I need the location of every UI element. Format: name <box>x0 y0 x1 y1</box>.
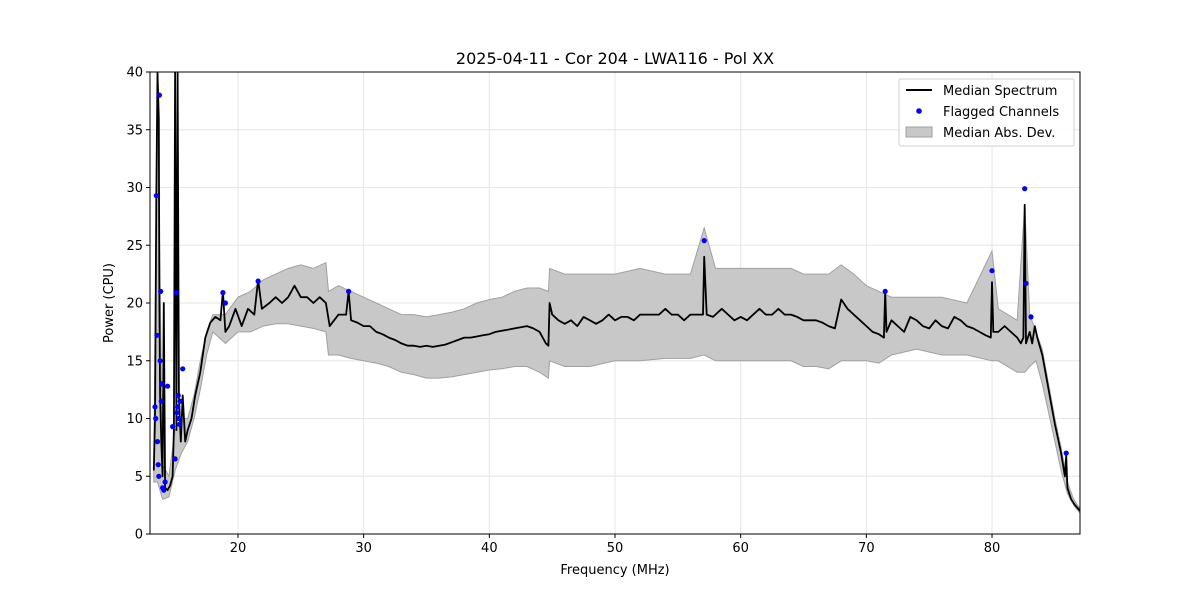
x-tick-label: 50 <box>607 541 624 556</box>
median-line <box>152 72 1080 512</box>
flagged-point <box>174 410 180 416</box>
legend-box <box>898 78 1075 147</box>
flagged-point <box>1028 314 1034 320</box>
flagged-point <box>346 288 352 294</box>
y-tick-label: 20 <box>126 297 143 312</box>
median-spectrum-line <box>152 72 1080 512</box>
flagged-point <box>882 288 888 294</box>
flagged-point <box>156 473 162 479</box>
flagged-point <box>153 415 159 422</box>
flagged-point <box>158 398 164 404</box>
legend-label-mad: Median Abs. Dev. <box>943 126 1055 141</box>
flagged-point <box>173 290 179 296</box>
flagged-point <box>154 439 161 445</box>
flagged-point <box>989 268 995 274</box>
flagged-point <box>175 404 181 410</box>
y-axis-label: Power (CPU) <box>102 263 117 343</box>
x-tick-label: 30 <box>355 541 372 556</box>
y-tick-label: 35 <box>126 123 143 138</box>
flagged-point <box>176 421 183 427</box>
x-axis-ticks: 20 30 40 50 60 70 80 <box>230 534 1001 556</box>
flagged-point <box>701 238 707 244</box>
legend-point-swatch <box>916 108 922 114</box>
y-tick-label: 5 <box>135 470 143 485</box>
chart-title: 2025-04-11 - Cor 204 - LWA116 - Pol XX <box>456 49 774 68</box>
flagged-point <box>162 479 168 485</box>
flagged-point <box>161 487 167 493</box>
flagged-point <box>176 415 182 422</box>
y-tick-label: 15 <box>126 354 143 369</box>
flagged-point <box>156 92 162 98</box>
flagged-point <box>154 332 160 338</box>
flagged-point <box>220 290 226 296</box>
flagged-point <box>152 404 158 410</box>
flagged-point <box>170 424 176 430</box>
x-tick-label: 40 <box>481 541 498 556</box>
flagged-point <box>175 392 181 398</box>
legend: Median Spectrum Flagged Channels Median … <box>898 78 1075 147</box>
y-axis-ticks: 0 5 10 15 20 25 30 35 40 <box>126 66 150 543</box>
flagged-point <box>1023 280 1029 286</box>
flagged-point <box>255 278 261 284</box>
mad-band-area <box>153 95 1080 515</box>
flagged-point <box>157 358 163 364</box>
flagged-point <box>172 456 178 462</box>
flagged-point <box>153 193 159 199</box>
legend-band-swatch <box>905 126 933 138</box>
y-tick-label: 0 <box>135 528 143 543</box>
flagged-point <box>159 381 165 387</box>
x-tick-label: 60 <box>732 541 749 556</box>
flagged-point <box>158 288 164 294</box>
x-tick-label: 80 <box>984 541 1001 556</box>
flagged-point <box>165 383 171 389</box>
mad-band <box>153 95 1080 515</box>
x-tick-label: 70 <box>858 541 875 556</box>
flagged-point <box>155 462 161 468</box>
x-tick-label: 20 <box>230 541 247 556</box>
y-tick-label: 10 <box>126 412 143 427</box>
y-tick-label: 25 <box>126 239 143 254</box>
flagged-points <box>152 92 1069 493</box>
legend-label-median: Median Spectrum <box>943 84 1057 99</box>
legend-label-flagged: Flagged Channels <box>943 105 1059 120</box>
y-tick-label: 30 <box>126 181 143 196</box>
flagged-point <box>180 366 186 372</box>
y-tick-label: 40 <box>126 66 143 81</box>
flagged-point <box>1022 186 1028 192</box>
flagged-point <box>1063 450 1069 456</box>
flagged-point <box>177 398 183 404</box>
flagged-point <box>222 300 228 306</box>
x-axis-label: Frequency (MHz) <box>560 563 669 578</box>
